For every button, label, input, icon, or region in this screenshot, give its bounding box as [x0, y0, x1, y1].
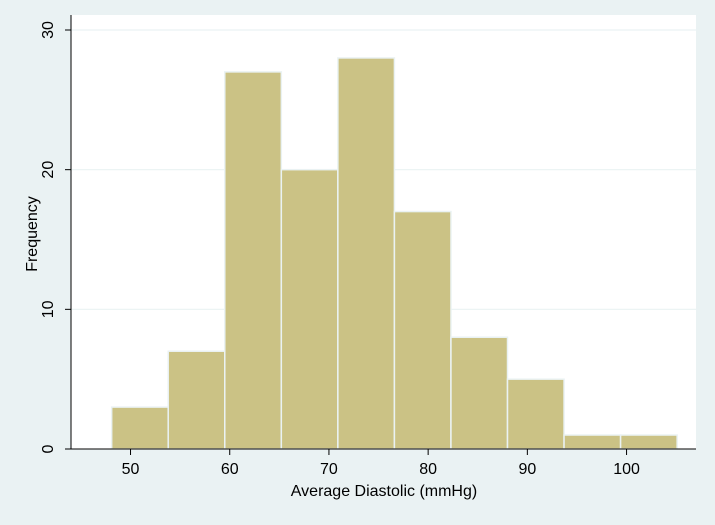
histogram-bar	[110, 406, 169, 450]
bars	[110, 57, 678, 450]
y-tick-label: 0	[40, 444, 57, 453]
histogram-bar	[393, 210, 452, 450]
y-tick-label: 20	[40, 161, 57, 179]
y-tick-label: 10	[40, 300, 57, 318]
histogram-bar	[450, 336, 509, 450]
histogram-bar	[224, 71, 283, 450]
x-tick-label: 50	[122, 461, 140, 478]
histogram-bar	[563, 434, 622, 450]
x-axis-title: Average Diastolic (mmHg)	[291, 483, 477, 500]
x-tick-label: 60	[221, 461, 239, 478]
y-axis-ticks: 0 10 20 30	[40, 21, 71, 453]
histogram-bar	[167, 350, 226, 450]
x-tick-label: 70	[320, 461, 338, 478]
y-axis-title: Frequency	[24, 196, 41, 272]
histogram-bar	[506, 378, 565, 450]
x-axis-ticks: 50 60 70 80 90 100	[122, 449, 640, 478]
histogram-bar	[280, 168, 339, 450]
histogram-bar	[337, 57, 396, 450]
x-tick-label: 80	[419, 461, 437, 478]
y-tick-label: 30	[40, 21, 57, 39]
histogram-bar	[619, 434, 678, 450]
x-tick-label: 100	[613, 461, 640, 478]
x-tick-label: 90	[518, 461, 536, 478]
